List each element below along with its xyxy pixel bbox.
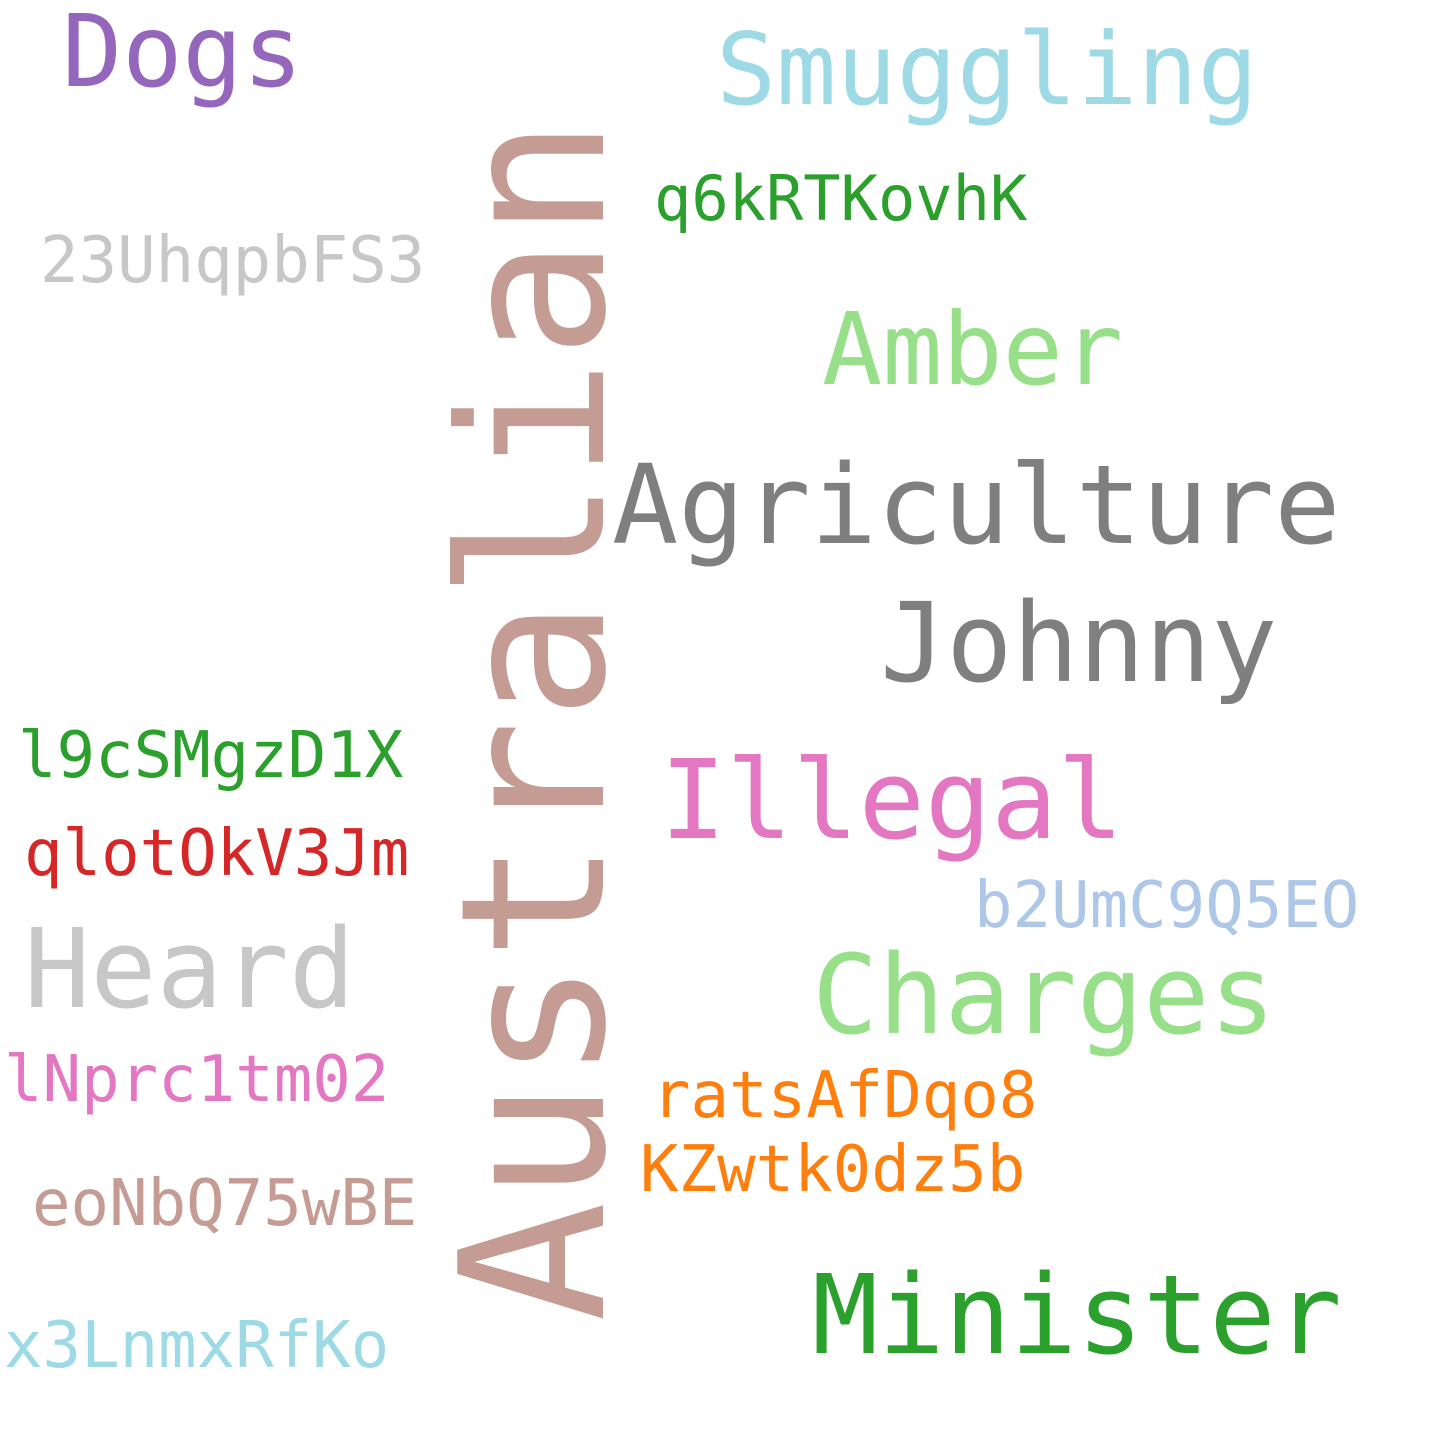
word-charges: Charges (812, 931, 1276, 1059)
word-heard: Heard (24, 905, 356, 1033)
word-x3lnmxrfko: x3LnmxRfKo (4, 1309, 390, 1383)
word-ratsafdqo8: ratsAfDqo8 (652, 1059, 1038, 1133)
word-l9csmgzd1x: l9cSMgzD1X (18, 719, 404, 793)
word-q6krtkovhk: q6kRTKovhK (654, 162, 1028, 235)
word-eonbq75wbe: eoNbQ75wBE (32, 1167, 418, 1241)
word-minister: Minister (812, 1251, 1342, 1379)
word-smuggling: Smuggling (716, 11, 1258, 128)
word-amber: Amber (822, 291, 1124, 408)
word-lnprc1tm02: lNprc1tm02 (4, 1043, 390, 1117)
word-illegal: Illegal (660, 736, 1124, 864)
word-australian: Australian (418, 117, 651, 1323)
word-23uhqpbfs3: 23UhqpbFS3 (40, 224, 426, 298)
word-agriculture: Agriculture (612, 441, 1341, 569)
word-kzwtk0dz5b: KZwtk0dz5b (640, 1133, 1026, 1207)
word-johnny: Johnny (880, 579, 1278, 707)
word-b2umc9q5eo: b2UmC9Q5EO (974, 869, 1360, 943)
word-qlotokv3jm: qlotOkV3Jm (24, 817, 410, 891)
word-dogs: Dogs (62, 0, 303, 110)
